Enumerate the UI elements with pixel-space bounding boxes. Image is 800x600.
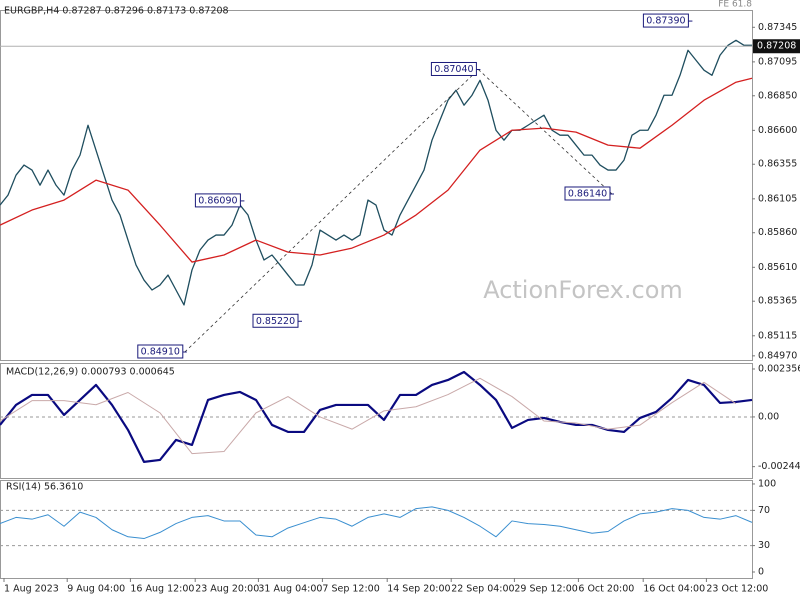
price-title: EURGBP,H4 0.87287 0.87296 0.87173 0.8720…: [4, 6, 229, 17]
series-line: [0, 77, 753, 263]
y-tick-label: 100: [758, 478, 776, 489]
y-tick-label: 0.00: [758, 411, 779, 422]
x-tick-label: 6 Oct 20:00: [578, 584, 634, 595]
x-tick-label: 7 Sep 12:00: [322, 584, 379, 595]
price-panel-frame: [0, 10, 753, 361]
x-tick-label: 16 Oct 04:00: [643, 584, 705, 595]
x-tick-label: 23 Aug 20:00: [195, 584, 259, 595]
y-tick-label: 30: [758, 540, 770, 551]
y-tick-label: 0.002356: [758, 363, 800, 374]
y-tick-label: 0.85365: [758, 296, 797, 307]
y-tick-label: 0: [758, 567, 764, 578]
fibo-label: FE 61.8: [718, 0, 752, 10]
y-tick-label: 0.86355: [758, 159, 797, 170]
x-tick-label: 14 Sep 20:00: [387, 584, 450, 595]
y-tick-label: 0.85115: [758, 330, 797, 341]
y-tick-label: -0.002442: [758, 461, 800, 472]
y-tick-label: 0.86850: [758, 90, 797, 101]
series-line: [0, 370, 753, 463]
x-tick-label: 23 Oct 12:00: [706, 584, 768, 595]
current-price-box: [753, 39, 800, 54]
y-tick-label: 0.86600: [758, 125, 797, 136]
y-tick-label: 0.85610: [758, 262, 797, 273]
macd-title: MACD(12,26,9) 0.000793 0.000645: [6, 367, 175, 378]
projection-line: [184, 69, 479, 353]
pivot-box: [430, 61, 477, 76]
pivot-label: 0.85220: [256, 316, 295, 327]
x-tick-label: 29 Sep 12:00: [514, 584, 577, 595]
series-line: [0, 506, 753, 540]
y-tick-label: 0.85860: [758, 227, 797, 238]
x-tick-label: 16 Aug 12:00: [130, 584, 194, 595]
rsi-title: RSI(14) 56.3610: [6, 482, 83, 493]
pivot-label: 0.87040: [434, 64, 473, 75]
rsi-panel-frame: [0, 480, 753, 579]
y-tick-label: 0.87345: [758, 22, 797, 33]
x-tick-label: 31 Aug 04:00: [258, 584, 322, 595]
x-tick-label: 9 Aug 04:00: [67, 584, 125, 595]
projection-line: [478, 69, 613, 195]
x-tick-label: 22 Sep 04:00: [451, 584, 514, 595]
current-price-label: 0.87208: [757, 41, 796, 52]
y-tick-label: 0.86105: [758, 193, 797, 204]
y-tick-label: 0.84970: [758, 350, 797, 361]
series-line: [0, 39, 752, 306]
y-tick-label: 70: [758, 505, 770, 516]
watermark: ActionForex.com: [483, 276, 683, 304]
pivot-label: 0.84910: [141, 347, 180, 358]
series-line: [0, 377, 737, 455]
pivot-label: 0.86090: [198, 195, 237, 206]
x-tick-label: 1 Aug 2023: [4, 584, 59, 595]
y-tick-label: 0.87095: [758, 56, 797, 67]
pivot-label: 0.86140: [568, 188, 607, 199]
pivot-label: 0.87390: [646, 16, 685, 27]
